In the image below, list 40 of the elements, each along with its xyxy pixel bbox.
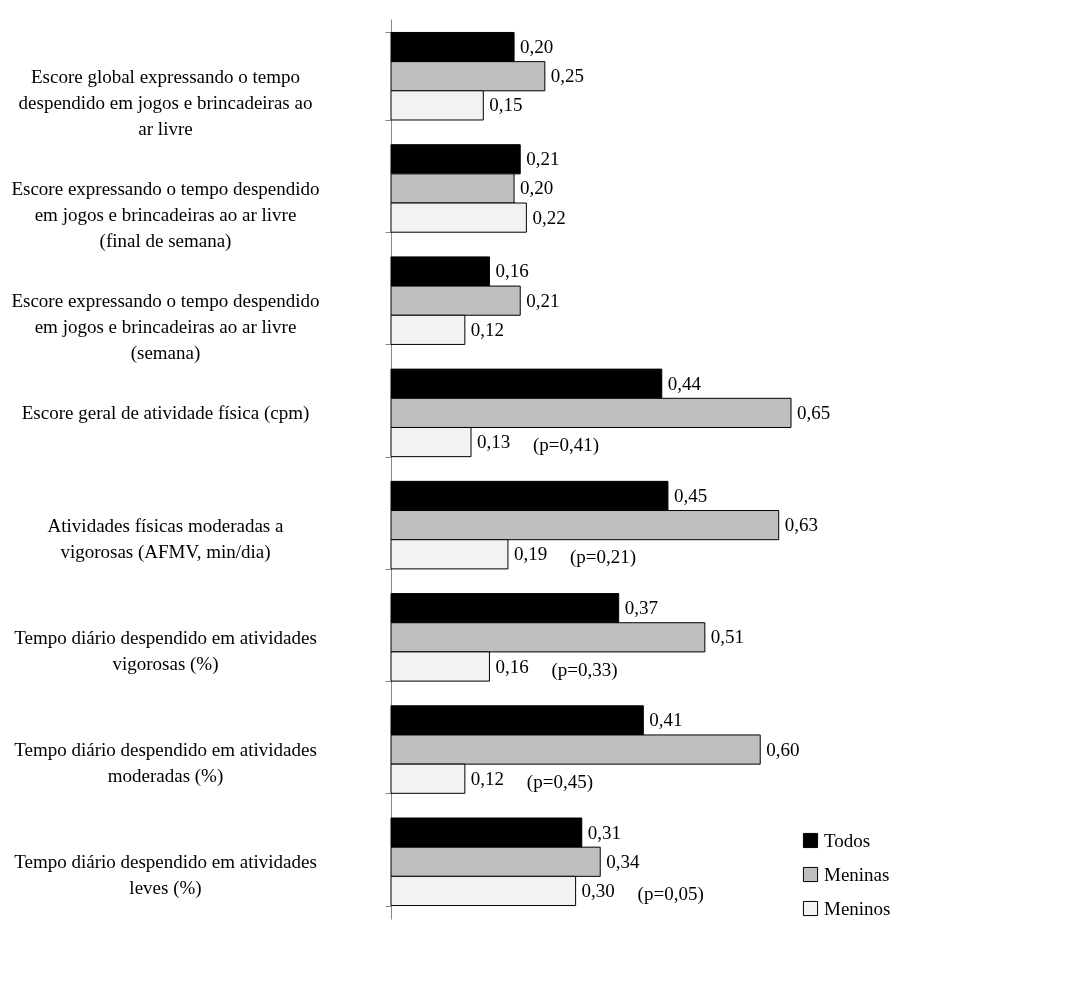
legend-label: Todos <box>824 829 871 851</box>
data-label: 0,22 <box>532 206 566 228</box>
y-tick-label: Tempo diário despendido em atividades vigorosas (%) <box>14 626 317 675</box>
data-label: 0,31 <box>587 821 622 843</box>
data-label: 0,12 <box>470 318 505 340</box>
data-label: 0,25 <box>550 65 585 87</box>
data-label: 0,51 <box>710 626 745 648</box>
data-label: 0,30 <box>581 879 615 901</box>
annotation: (p=0,33) <box>551 658 618 681</box>
y-tick-label: Tempo diário despendido em atividades moderadas (%) <box>14 739 317 788</box>
data-label: 0,37 <box>624 597 658 619</box>
data-label: 0,20 <box>520 177 554 199</box>
annotation: (p=0,21) <box>569 546 637 569</box>
data-label: 0,12 <box>470 767 505 789</box>
data-label: 0,21 <box>526 289 560 311</box>
data-label: 0,60 <box>766 738 800 760</box>
data-label: 0,16 <box>495 260 529 282</box>
y-tick-label: Atividades físicas moderadas a vigorosas (AFMV, min/dia) <box>47 514 284 563</box>
legend-label: Meninos <box>824 897 891 919</box>
data-label: 0,16 <box>495 655 529 677</box>
data-label: 0,21 <box>526 148 560 170</box>
data-label: 0,65 <box>797 401 831 423</box>
annotation: (p=0,41) <box>533 434 600 457</box>
y-tick-label: Escore geral de atividade física (cpm) <box>21 402 310 425</box>
data-label: 0,34 <box>606 850 640 872</box>
data-label: 0,15 <box>489 94 523 116</box>
legend-label: Meninas <box>824 863 890 885</box>
data-label: 0,20 <box>520 36 554 58</box>
data-label: 0,41 <box>649 709 683 731</box>
data-label: 0,19 <box>513 543 548 565</box>
y-tick-label: Escore expressando o tempo despendido em jogos e brincadeiras ao ar livre (final de semana) <box>11 177 320 252</box>
annotation: (p=0,45) <box>526 770 593 793</box>
data-label: 0,45 <box>673 484 708 506</box>
y-tick-label: Escore global expressando o tempo despendido em jogos e brincadeiras ao ar livre <box>18 65 313 139</box>
data-label: 0,44 <box>667 372 702 394</box>
y-tick-label: Escore expressando o tempo despendido em jogos e brincadeiras ao ar livre (semana) <box>11 290 320 365</box>
data-label: 0,13 <box>477 431 511 453</box>
data-label: 0,63 <box>784 514 818 536</box>
y-tick-label: Tempo diário despendido em atividades leves (%) <box>14 851 317 900</box>
annotation: (p=0,05) <box>637 882 704 905</box>
